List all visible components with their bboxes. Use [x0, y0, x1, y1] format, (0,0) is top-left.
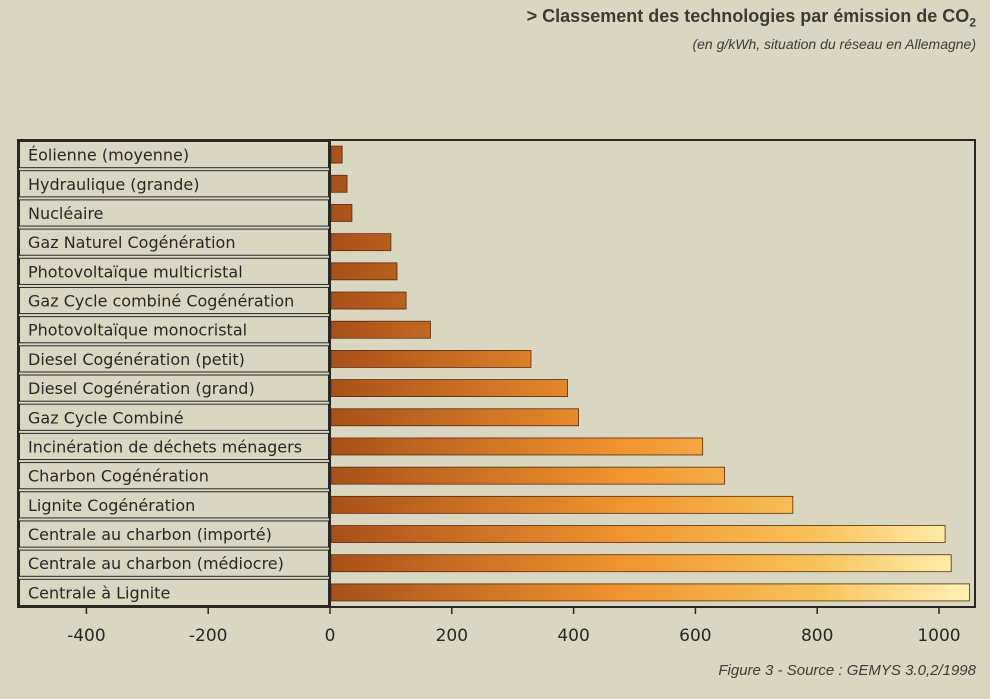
bar	[330, 233, 392, 252]
category-cell	[19, 199, 329, 227]
category-cell	[19, 549, 329, 577]
category-cell	[19, 228, 329, 256]
bar	[330, 320, 431, 339]
bar	[330, 145, 343, 164]
plot-border	[17, 139, 976, 608]
category-cell	[19, 141, 329, 169]
x-tick-label: 200	[436, 626, 468, 646]
bar	[330, 408, 579, 427]
category-label: Gaz Naturel Cogénération	[28, 233, 235, 252]
category-cell	[19, 316, 329, 344]
bar	[330, 262, 398, 281]
category-cell	[19, 432, 329, 461]
category-label: Incinération de déchets ménagers	[28, 437, 302, 456]
category-label: Centrale au charbon (médiocre)	[28, 554, 284, 573]
x-tick-label: 1000	[917, 626, 960, 646]
category-label: Gaz Cycle Combiné	[28, 408, 184, 427]
category-cell	[19, 462, 329, 490]
category-cell	[19, 520, 329, 548]
category-label: Lignite Cogénération	[28, 496, 195, 515]
category-label: Diesel Cogénération (petit)	[28, 350, 245, 369]
category-label: Hydraulique (grande)	[28, 175, 199, 194]
category-cell	[19, 491, 329, 519]
figure-source: Figure 3 - Source : GEMYS 3.0,2/1998	[718, 662, 976, 679]
bar	[330, 437, 704, 456]
category-cell	[19, 578, 329, 606]
bar	[330, 291, 407, 310]
x-tick-label: 800	[801, 626, 833, 646]
category-cell	[19, 286, 329, 315]
title-subscript: 2	[969, 15, 976, 30]
category-label: Centrale à Lignite	[28, 583, 170, 602]
category-label-cells: Éolienne (moyenne) Hydraulique (grande) Nu…	[19, 141, 329, 606]
bar	[330, 495, 794, 514]
category-label: Éolienne (moyenne)	[28, 146, 189, 165]
chart-title: > Classement des technologies par émissi…	[526, 6, 976, 30]
bar	[330, 466, 726, 485]
category-cell	[19, 257, 329, 285]
category-label: Gaz Cycle combiné Cogénération	[28, 292, 294, 311]
bar	[330, 554, 952, 573]
x-tick-label: -400	[67, 626, 106, 646]
chart-frame	[17, 139, 976, 608]
bar	[330, 525, 946, 543]
x-tick-label: -200	[189, 626, 228, 646]
category-cell	[19, 403, 329, 431]
chart-subtitle: (en g/kWh, situation du réseau en Allema…	[692, 36, 976, 52]
x-axis: -400 -200 0 200 400 600 800 1000	[67, 607, 961, 646]
category-label: Centrale au charbon (importé)	[28, 525, 272, 544]
x-tick-label: 600	[679, 626, 711, 646]
x-tick-label: 400	[557, 626, 589, 646]
bar	[330, 583, 970, 602]
category-cell	[19, 170, 329, 198]
bars	[330, 145, 970, 602]
bar	[330, 379, 568, 397]
bar	[330, 204, 353, 222]
x-tick-label: 0	[325, 626, 336, 646]
category-label: Photovoltaïque multicristal	[28, 262, 243, 281]
category-label: Photovoltaïque monocristal	[28, 321, 247, 340]
category-cell	[19, 374, 329, 402]
category-label: Charbon Cogénération	[28, 467, 209, 486]
category-cell	[19, 345, 329, 373]
category-label: Diesel Cogénération (grand)	[28, 379, 255, 398]
bar	[330, 350, 532, 368]
bar	[330, 174, 348, 193]
category-label: Nucléaire	[28, 204, 104, 223]
